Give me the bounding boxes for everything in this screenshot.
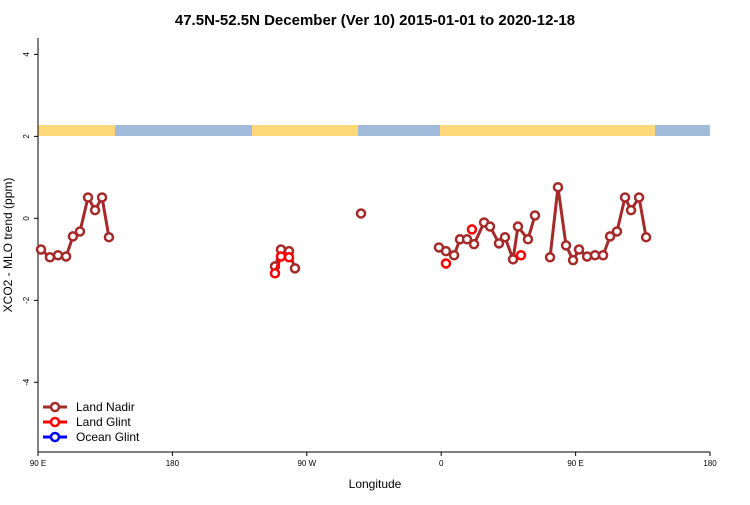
point xyxy=(275,251,287,262)
ocean-band xyxy=(655,125,710,136)
point xyxy=(269,268,281,279)
x-axis-label: Longitude xyxy=(349,477,402,491)
point xyxy=(468,238,480,250)
legend-item: Ocean Glint xyxy=(43,430,140,444)
point xyxy=(355,208,367,219)
point xyxy=(60,251,72,262)
point xyxy=(283,252,295,263)
legend-marker xyxy=(49,416,61,428)
point xyxy=(640,231,652,243)
x-tick-label: 90 E xyxy=(30,459,46,468)
point xyxy=(633,192,645,203)
legend-label: Land Nadir xyxy=(76,400,135,414)
y-axis-label: XCO2 - MLO trend (ppm) xyxy=(1,178,15,313)
legend-label: Land Glint xyxy=(76,415,131,429)
point xyxy=(573,244,585,255)
ocean-band xyxy=(115,125,252,136)
legend-marker xyxy=(49,401,61,413)
point xyxy=(544,252,556,263)
point xyxy=(89,204,101,216)
point xyxy=(96,192,108,203)
point xyxy=(67,231,79,242)
y-tick-label: 4 xyxy=(22,52,31,57)
point xyxy=(44,252,56,263)
point xyxy=(461,234,473,245)
point xyxy=(589,249,601,261)
chart-title: 47.5N-52.5N December (Ver 10) 2015-01-01… xyxy=(175,12,575,29)
point xyxy=(82,192,94,203)
x-tick-label: 180 xyxy=(166,459,180,468)
point xyxy=(512,221,524,232)
point xyxy=(499,231,511,243)
point xyxy=(567,254,579,266)
y-tick-label: 2 xyxy=(22,134,31,139)
point xyxy=(625,204,637,216)
point xyxy=(74,226,86,237)
point xyxy=(522,234,534,245)
point xyxy=(597,249,609,261)
series-line xyxy=(40,192,111,259)
point xyxy=(466,224,478,235)
ocean-band xyxy=(358,125,440,136)
land-band xyxy=(38,125,115,136)
x-tick-label: 90 W xyxy=(297,459,316,468)
point xyxy=(619,192,631,203)
point xyxy=(529,210,541,221)
land-band xyxy=(252,125,358,136)
point xyxy=(611,226,623,237)
point xyxy=(604,231,616,242)
point xyxy=(560,240,572,251)
point xyxy=(289,263,301,274)
legend-item: Land Glint xyxy=(43,415,131,429)
point xyxy=(52,249,64,261)
land-band xyxy=(440,125,655,136)
x-tick-label: 180 xyxy=(703,459,717,468)
land-ocean-strip xyxy=(38,125,710,136)
point xyxy=(552,181,564,193)
x-tick-label: 90 E xyxy=(567,459,583,468)
legend-item: Land Nadir xyxy=(43,400,135,414)
point xyxy=(515,249,527,261)
point xyxy=(581,251,593,262)
y-tick-label: 0 xyxy=(22,216,31,221)
point xyxy=(440,258,452,269)
point xyxy=(484,221,496,232)
point xyxy=(440,245,452,257)
point xyxy=(103,231,115,243)
point xyxy=(507,254,519,265)
point xyxy=(493,238,505,249)
x-tick-label: 0 xyxy=(439,459,444,468)
point xyxy=(35,244,47,255)
y-tick-label: -2 xyxy=(22,296,31,304)
y-tick-label: -4 xyxy=(22,378,31,386)
point xyxy=(448,249,460,261)
legend-label: Ocean Glint xyxy=(76,430,140,444)
legend-marker xyxy=(49,431,61,443)
